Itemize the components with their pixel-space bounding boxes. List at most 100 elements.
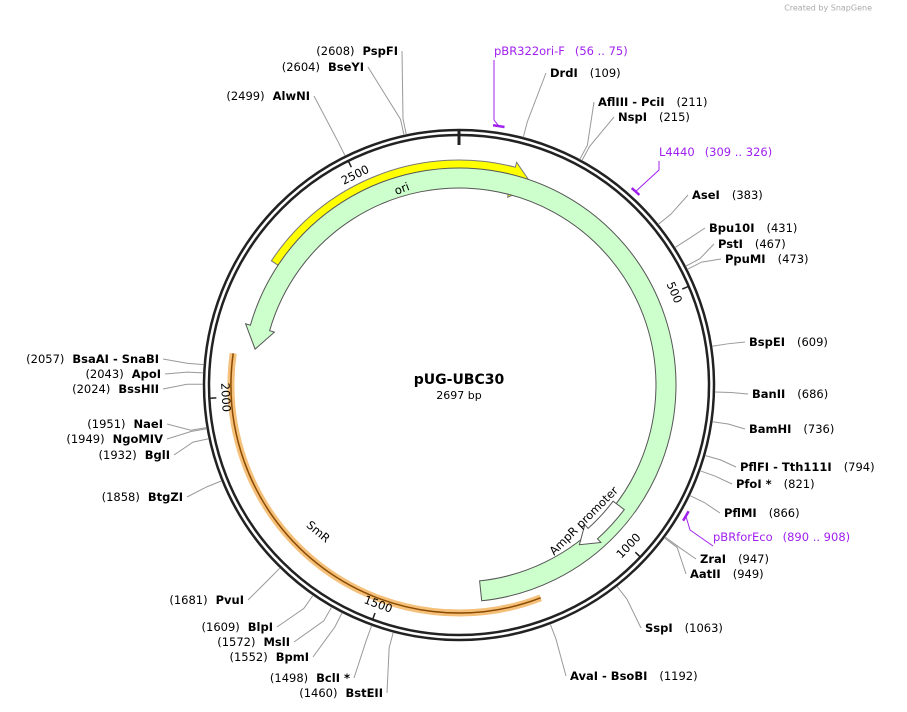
enzyme-leader: [711, 341, 746, 347]
enzyme-label: AvaI - BsoBI (1192): [570, 669, 698, 683]
enzyme-name: BssHII: [118, 382, 159, 396]
enzyme-label: PfoI * (821): [736, 477, 815, 491]
enzyme-name: ZraI: [700, 552, 726, 566]
enzyme-leader: [689, 495, 721, 514]
enzyme-site: (1063): [685, 621, 723, 635]
enzyme-label: (2043) ApoI: [85, 367, 161, 381]
enzyme-name: MslI: [263, 635, 290, 649]
enzyme-site: (686): [797, 387, 828, 401]
enzyme-label: SspI (1063): [645, 621, 723, 635]
enzyme-label: (1460) BstEII: [299, 686, 383, 700]
enzyme-site: (821): [784, 477, 815, 491]
enzyme-name: BstEII: [345, 686, 383, 700]
enzyme-name: NgoMIV: [113, 432, 163, 446]
enzyme-label: (1498) BclI *: [270, 671, 350, 685]
enzyme-name: BpmI: [276, 650, 309, 664]
tick: [634, 551, 641, 558]
enzyme-label: (1951) NaeI: [87, 417, 163, 431]
enzyme-label: PstI (467): [718, 237, 786, 251]
primer-label: pBRforEco (890 .. 908): [713, 530, 850, 544]
enzyme-label: NspI (215): [618, 110, 690, 124]
enzyme-leader: [704, 455, 737, 468]
enzyme-site: (2024): [72, 382, 110, 396]
primer-label: L4440 (309 .. 326): [659, 145, 772, 159]
enzyme-site: (383): [732, 188, 763, 202]
enzyme-name: AlwNI: [273, 89, 310, 103]
enzyme-label: ZraI (947): [700, 552, 769, 566]
enzyme-site: (1460): [299, 686, 337, 700]
enzyme-leader: [714, 391, 749, 395]
enzyme-label: (1858) BtgZI: [102, 490, 183, 504]
enzyme-leader: [712, 421, 746, 430]
enzyme-name: PvuI: [216, 593, 244, 607]
enzyme-name: ApoI: [132, 367, 161, 381]
enzyme-name: BamHI: [749, 422, 791, 436]
backbone-outer: [202, 128, 716, 642]
enzyme-label: PflFI - Tth111I (794): [740, 460, 875, 474]
orange-arc-line: [230, 353, 541, 614]
enzyme-name: PflFI - Tth111I: [740, 460, 832, 474]
enzyme-label: (2024) BssHII: [72, 382, 159, 396]
enzyme-leader: [166, 428, 207, 440]
enzyme-label: PflMI (866): [724, 506, 800, 520]
enzyme-leader: [657, 194, 689, 225]
enzyme-site: (1609): [202, 620, 240, 634]
enzyme-site: (1949): [66, 432, 104, 446]
enzyme-name: PfoI *: [736, 477, 772, 491]
enzyme-site: (1951): [87, 417, 125, 431]
enzyme-name: BseYI: [328, 60, 364, 74]
enzyme-site: (736): [803, 422, 834, 436]
enzyme-name: AseI: [692, 188, 720, 202]
enzyme-site: (467): [755, 237, 786, 251]
primer-name: pBRforEco: [713, 530, 773, 544]
enzyme-leader: [687, 258, 722, 270]
enzyme-name: DrdI: [550, 66, 578, 80]
primer-label: pBR322ori-F (56 .. 75): [494, 44, 628, 58]
tick-label: 2000: [218, 382, 234, 412]
enzyme-leader: [664, 537, 687, 575]
enzyme-site: (1572): [217, 635, 255, 649]
enzyme-site: (947): [738, 552, 769, 566]
enzyme-label: (1932) BglI: [99, 448, 170, 462]
enzyme-leader: [549, 623, 567, 677]
primer-name: pBR322ori-F: [494, 44, 565, 58]
enzyme-site: (2499): [226, 89, 264, 103]
enzyme-name: AvaI - BsoBI: [570, 669, 647, 683]
primer-leader: [635, 161, 660, 192]
feature-label: SmR: [304, 518, 333, 546]
enzyme-site: (1932): [99, 448, 137, 462]
enzyme-name: BglI: [145, 448, 170, 462]
enzyme-leader: [276, 595, 314, 628]
primer: [682, 510, 690, 522]
enzyme-leader: [700, 470, 733, 485]
enzyme-label: AflIII - PciI (211): [598, 95, 707, 109]
enzyme-name: PstI: [718, 237, 743, 251]
enzyme-name: BtgZI: [148, 490, 183, 504]
primer-leader: [493, 60, 500, 127]
map-title: pUG-UBC30: [414, 372, 505, 388]
tick-label: 500: [664, 280, 686, 306]
enzyme-leader: [353, 625, 373, 679]
tick-label: 1500: [362, 592, 394, 615]
enzyme-label: (1681) PvuI: [169, 593, 244, 607]
enzyme-label: Bpu10I (431): [709, 221, 797, 235]
enzyme-label: AatII (949): [690, 567, 764, 581]
enzyme-label: (2057) BsaAI - SnaBI: [26, 352, 159, 366]
enzyme-leader: [313, 95, 346, 156]
smr-arrow: [244, 167, 677, 602]
enzyme-name: BsaAI - SnaBI: [72, 352, 159, 366]
enzyme-site: (1552): [229, 650, 267, 664]
enzyme-leader: [247, 567, 281, 601]
enzyme-label: (1949) NgoMIV: [66, 432, 163, 446]
primer-name: L4440: [659, 145, 695, 159]
enzyme-name: SspI: [645, 621, 673, 635]
enzyme-site: (2043): [85, 367, 123, 381]
map-length: 2697 bp: [436, 389, 481, 402]
enzyme-leader: [312, 612, 343, 658]
enzyme-leader: [664, 536, 697, 560]
primer-site: (56 .. 75): [575, 44, 628, 58]
enzyme-name: NaeI: [134, 417, 163, 431]
enzyme-name: Bpu10I: [709, 221, 754, 235]
enzyme-name: PspFI: [363, 44, 398, 58]
